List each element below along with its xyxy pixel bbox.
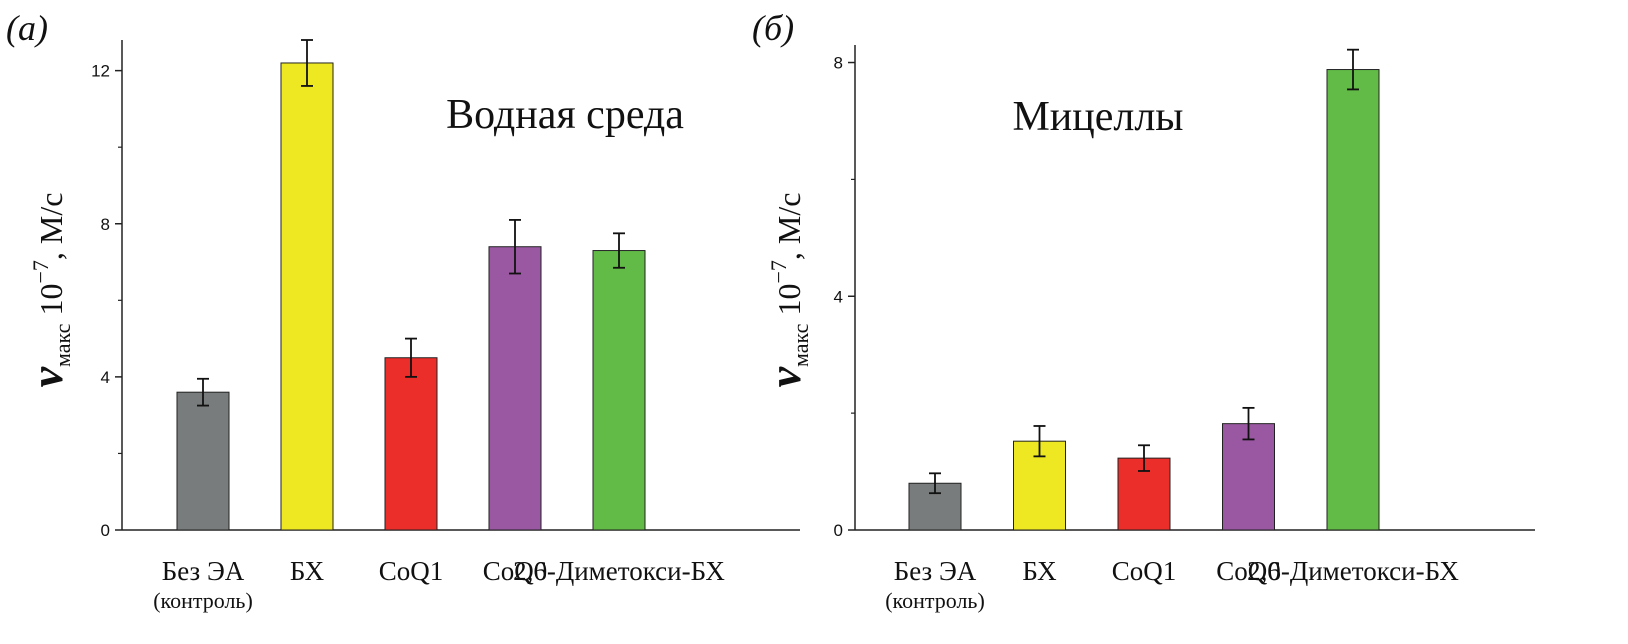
bar (488, 246, 542, 531)
x-tick-label: CoQ0 (483, 556, 548, 586)
error-bar (613, 232, 625, 269)
y-label-exponent: −7 (28, 260, 53, 283)
y-label-symbol: v (21, 366, 72, 387)
error-bar (1242, 406, 1255, 441)
x-tick-label: CoQ1 (379, 556, 444, 586)
bar (384, 357, 438, 531)
error-bar (929, 472, 941, 495)
y-tick-label: 0 (834, 521, 843, 540)
x-tick-label: БХ (1022, 556, 1057, 586)
chart-title: Мицеллы (1012, 94, 1183, 140)
y-label-subscript: макс (50, 323, 75, 367)
panel: (б) Мицеллы vмакс 10−7, М/с 0 4 8 Без ЭА(контро… (752, 8, 1535, 613)
error-bar (509, 219, 521, 275)
error-bar (197, 377, 209, 407)
bar (1326, 69, 1380, 531)
x-tick-label: 2,6-Диметокси-БХ (513, 556, 725, 586)
bar (280, 62, 334, 531)
y-label-unit: , М/с (771, 193, 807, 261)
error-bar (405, 337, 417, 378)
error-bar (1033, 425, 1046, 458)
x-tick-label: 2,6-Диметокси-БХ (1247, 556, 1459, 586)
y-label-base: 10 (771, 284, 807, 316)
y-tick-label: 0 (101, 521, 110, 540)
x-tick-label: Без ЭА (162, 556, 245, 586)
y-tick-label: 4 (834, 287, 843, 306)
y-axis-label: vмакс 10−7, М/с (21, 193, 75, 388)
x-tick-label: БХ (290, 556, 325, 586)
y-tick-label: 8 (101, 215, 110, 234)
panel-label: (а) (6, 8, 48, 48)
y-label-unit: , М/с (33, 193, 69, 261)
x-tick-label: CoQ0 (1216, 556, 1281, 586)
error-bar (1347, 48, 1359, 91)
y-tick-label: 8 (834, 54, 843, 73)
chart-title: Водная среда (446, 92, 684, 138)
y-label-subscript: макс (788, 323, 813, 367)
error-bar (301, 39, 313, 87)
y-label-base: 10 (33, 284, 69, 316)
panel-label: (б) (752, 8, 794, 48)
y-label-symbol: v (759, 366, 810, 387)
x-tick-label: CoQ1 (1112, 556, 1177, 586)
y-tick-label: 12 (91, 62, 110, 81)
error-bar (1138, 444, 1150, 472)
bar (176, 391, 230, 531)
y-axis-label: vмакс 10−7, М/с (759, 193, 813, 388)
y-label-exponent: −7 (766, 260, 791, 283)
y-tick-label: 4 (101, 368, 110, 387)
x-tick-sublabel: (контроль) (153, 588, 253, 613)
x-tick-sublabel: (контроль) (885, 588, 985, 613)
bar (592, 250, 646, 531)
bar (1222, 423, 1275, 531)
x-tick-label: Без ЭА (894, 556, 977, 586)
